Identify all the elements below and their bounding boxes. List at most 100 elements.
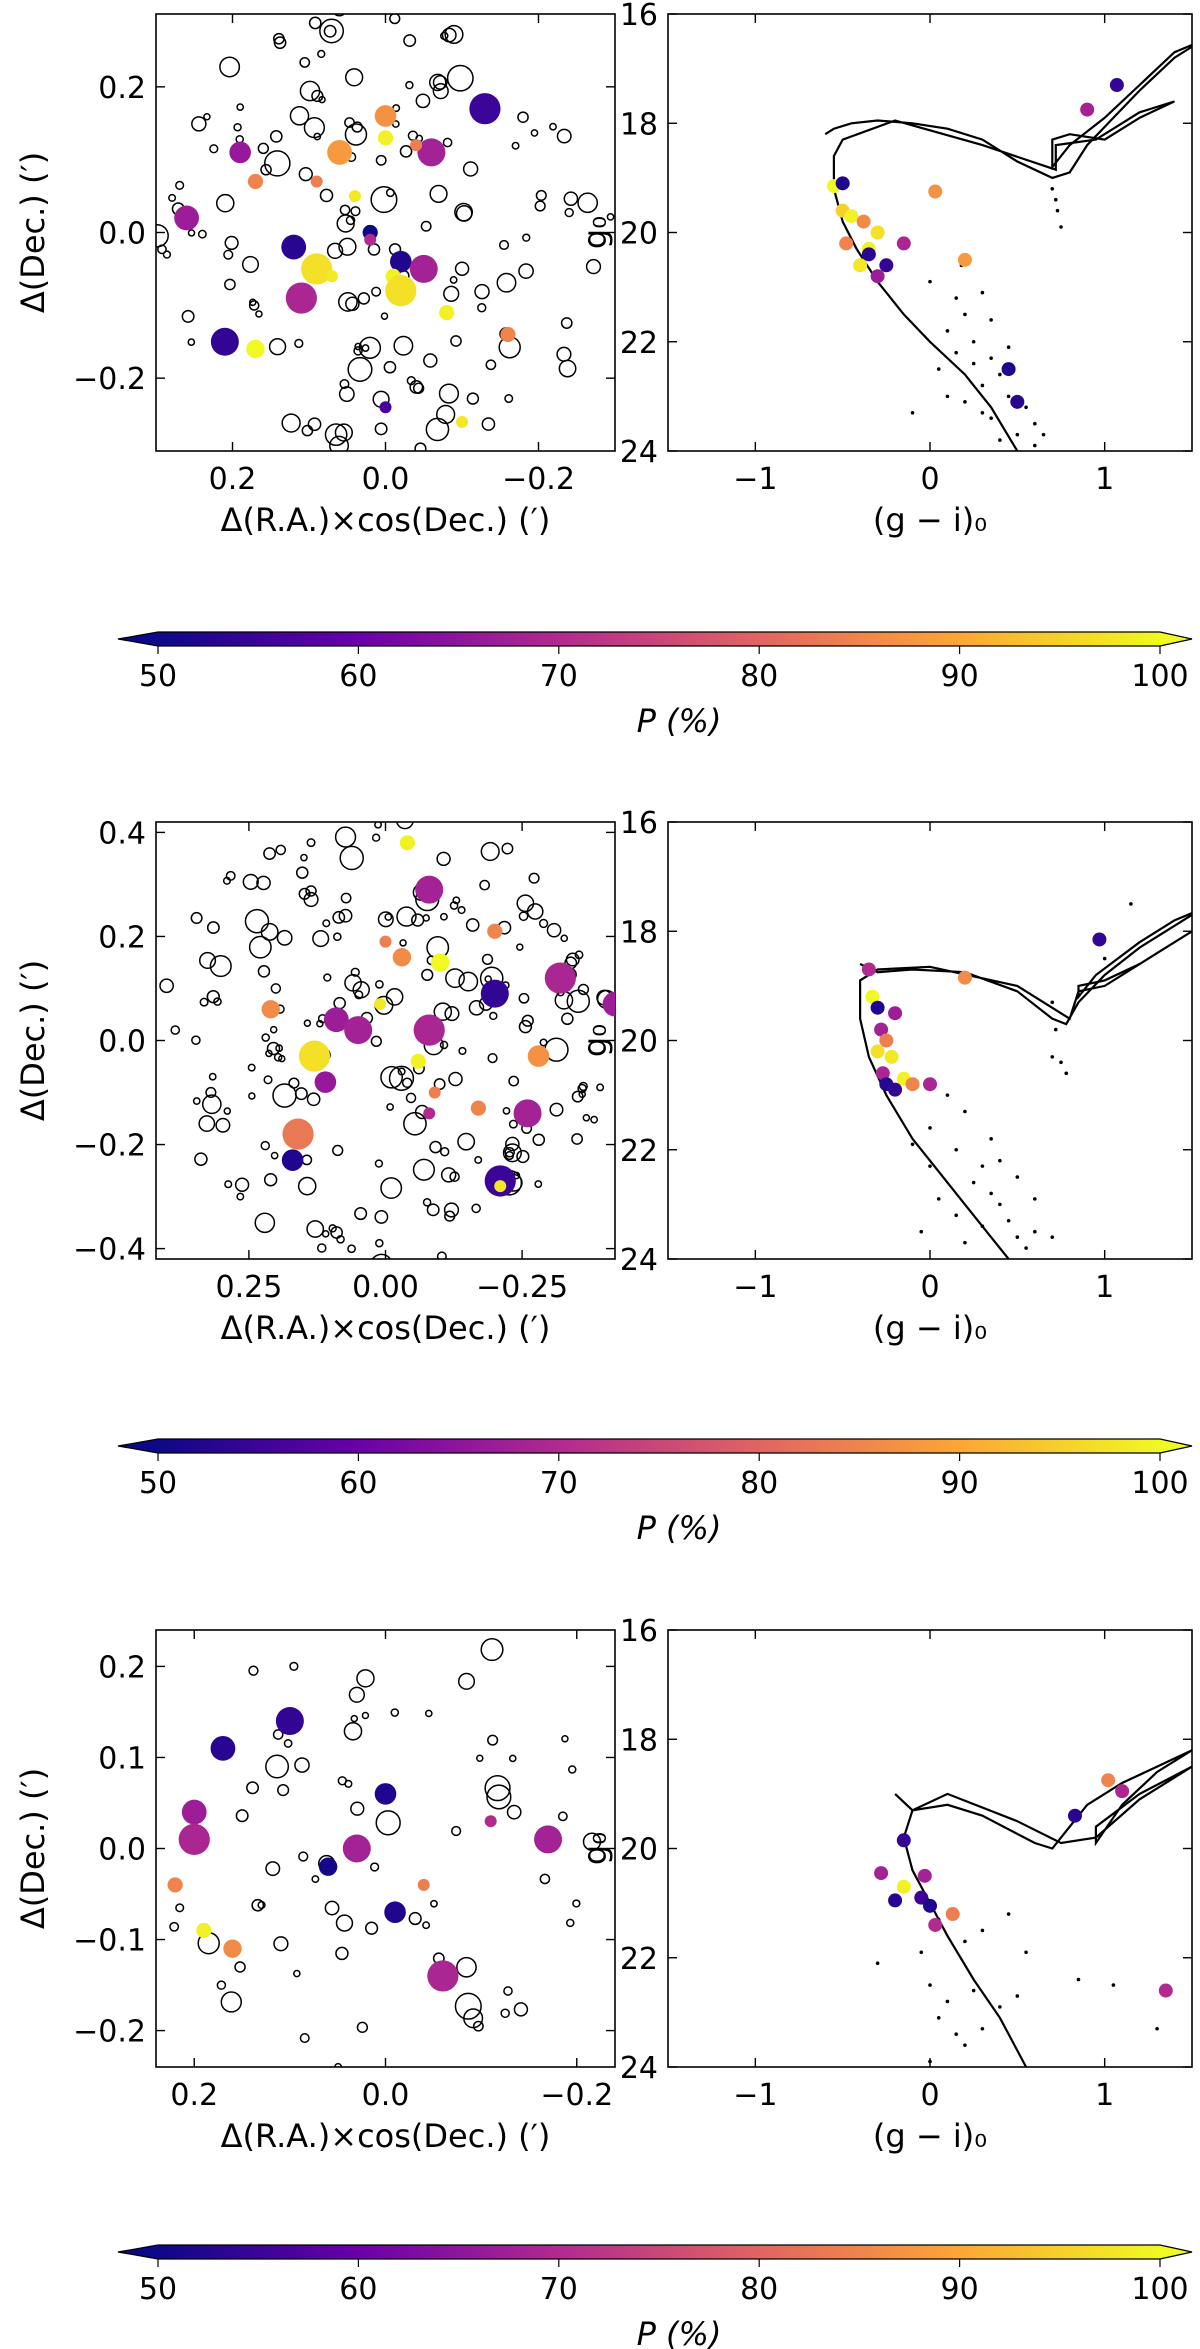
non-member-source	[175, 180, 185, 191]
member-star	[469, 93, 501, 125]
field-star	[989, 318, 993, 322]
non-member-source	[476, 1754, 484, 1762]
cmd-panel-2-xtick-label: 0	[920, 1270, 939, 1305]
non-member-source	[370, 186, 398, 214]
non-member-source	[375, 154, 387, 166]
non-member-source	[487, 1052, 498, 1064]
member-star	[896, 1833, 911, 1848]
non-member-source	[528, 872, 540, 884]
non-member-source	[275, 844, 287, 856]
non-member-source	[323, 973, 332, 982]
non-member-source	[261, 1033, 271, 1042]
non-member-source	[159, 978, 174, 994]
non-member-source	[194, 1152, 208, 1166]
non-member-source	[556, 128, 572, 144]
non-member-source	[264, 150, 291, 177]
field-star	[980, 290, 985, 295]
non-member-source	[549, 1102, 564, 1117]
non-member-source	[273, 1936, 289, 1952]
field-star	[989, 1191, 993, 1196]
non-member-source	[169, 1921, 180, 1932]
member-star	[301, 253, 333, 285]
non-member-source	[311, 89, 324, 103]
non-member-source	[369, 1862, 380, 1872]
field-star	[971, 1988, 976, 1993]
non-member-source	[344, 1779, 353, 1788]
member-star	[344, 1016, 373, 1045]
non-member-source	[456, 1956, 477, 1978]
field-star	[1050, 1235, 1055, 1239]
non-member-source	[518, 992, 530, 1004]
non-member-source	[294, 1087, 308, 1101]
field-star	[998, 2005, 1002, 2009]
non-member-source	[255, 310, 263, 318]
spatial-panel-1-ytick-label: 0.2	[98, 71, 146, 106]
field-star	[1050, 1055, 1055, 1059]
member-star	[323, 1007, 349, 1033]
member-star	[399, 835, 415, 851]
non-member-source	[574, 950, 584, 960]
non-member-source	[294, 338, 304, 349]
colorbar-gradient	[158, 632, 1160, 646]
colorbar-extend-high	[1160, 2245, 1192, 2259]
non-member-source	[248, 1665, 259, 1676]
member-star	[178, 1823, 210, 1855]
non-member-source	[538, 918, 549, 929]
non-member-source	[301, 1154, 313, 1166]
spatial-panel-1-ytick-label: −0.2	[73, 362, 146, 397]
non-member-source	[560, 317, 573, 329]
non-member-source	[361, 1711, 370, 1720]
colorbar-3: 50 60 70 80 90 100 P (%)	[117, 2244, 1193, 2349]
member-star	[513, 1099, 542, 1128]
spatial-panel-3-xtick-label: −0.2	[540, 2078, 613, 2113]
member-star	[896, 236, 911, 251]
non-member-source	[236, 1192, 245, 1201]
field-star	[980, 1164, 985, 1168]
member-star	[379, 935, 392, 948]
member-star	[1080, 102, 1095, 117]
non-member-source	[502, 1106, 511, 1115]
member-star	[275, 1707, 304, 1736]
field-star	[1041, 432, 1046, 437]
member-star	[839, 236, 854, 251]
non-member-source	[443, 285, 460, 302]
spatial-panel-2-xtick-label: 0.25	[215, 1270, 282, 1305]
field-star	[954, 350, 958, 355]
non-member-source	[564, 207, 574, 218]
non-member-source	[354, 990, 364, 1000]
non-member-source	[486, 1784, 512, 1810]
non-member-source	[377, 911, 394, 928]
non-member-source	[313, 132, 322, 141]
member-star	[1001, 362, 1016, 377]
field-star	[980, 2026, 985, 2031]
non-member-source	[339, 204, 351, 216]
spatial-panel-1-frame	[155, 13, 616, 452]
non-member-source	[406, 376, 416, 386]
spatial-panel-2-ytick-label: 0.2	[98, 920, 146, 955]
non-member-source	[532, 1133, 546, 1147]
spatial-panel-2-xtick-label: −0.25	[476, 1270, 568, 1305]
non-member-source	[442, 137, 453, 148]
spatial-panel-3-ylabel: Δ(Dec.) (′)	[14, 1768, 52, 1929]
cmd-panel-3-xtick-label: 0	[920, 2078, 939, 2113]
non-member-source	[219, 56, 241, 78]
non-member-source	[246, 1781, 260, 1795]
non-member-source	[468, 1000, 485, 1016]
cmd-panel-3-ytick-label: 20	[620, 1833, 658, 1868]
non-member-source	[361, 344, 370, 352]
non-member-source	[233, 122, 242, 132]
non-member-source	[270, 983, 282, 994]
non-member-source	[347, 1244, 356, 1254]
cmd-panel-3-xtick-label: −1	[733, 2078, 777, 2113]
non-member-source	[384, 913, 393, 921]
non-member-source	[566, 989, 591, 1014]
non-member-source	[397, 1067, 406, 1076]
non-member-source	[318, 95, 326, 104]
non-member-source	[334, 826, 357, 848]
member-star	[167, 1877, 183, 1893]
member-star	[527, 1045, 550, 1067]
non-member-source	[489, 1011, 498, 1021]
member-star	[874, 1866, 889, 1881]
spatial-panel-2-axes: 0.25 0.00 −0.25 −0.4 −0.2 0.0 0.2 0.4 Δ(R.A.)×co…	[14, 816, 616, 1347]
non-member-source	[432, 75, 448, 90]
